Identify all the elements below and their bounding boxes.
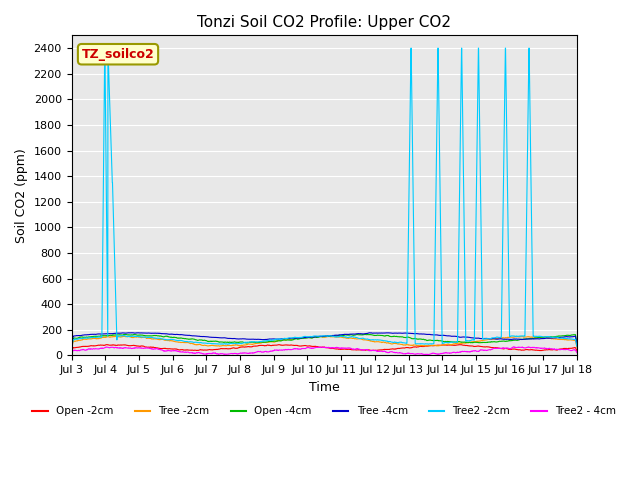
Tree -4cm [156,330,163,336]
Open -4cm [509,337,516,343]
Tree2 - 4cm [125,345,133,351]
Open -2cm [262,343,269,348]
Tree -2cm [284,336,291,342]
Tree2 - 4cm [284,347,291,352]
Line: Open -2cm: Open -2cm [72,345,577,351]
Tree2 -2cm [262,338,269,344]
Tree -4cm [284,336,291,341]
Open -2cm [573,348,581,354]
Tree -4cm [262,336,269,342]
Open -2cm [103,342,111,348]
Tree2 -2cm [509,333,516,338]
Tree2 -2cm [573,344,581,349]
Tree2 -2cm [563,336,571,342]
Line: Tree -4cm: Tree -4cm [72,333,577,346]
Tree -2cm [316,333,323,339]
Title: Tonzi Soil CO2 Profile: Upper CO2: Tonzi Soil CO2 Profile: Upper CO2 [197,15,451,30]
Line: Tree2 - 4cm: Tree2 - 4cm [72,347,577,355]
Open -4cm [573,341,581,347]
Tree2 - 4cm [68,350,76,356]
Tree -2cm [68,346,76,351]
Open -4cm [122,332,129,337]
Tree -4cm [68,343,76,348]
Tree -2cm [125,334,133,339]
Tree2 - 4cm [262,348,269,354]
Line: Tree2 -2cm: Tree2 -2cm [72,48,577,348]
Open -4cm [68,344,76,350]
Tree2 - 4cm [510,344,518,350]
Tree2 - 4cm [509,344,516,350]
Tree2 -2cm [156,336,163,341]
Open -2cm [125,343,133,348]
Tree2 -2cm [125,334,133,339]
Open -4cm [563,332,571,338]
Open -2cm [156,346,163,351]
Open -2cm [509,346,516,352]
Tree2 -2cm [101,45,109,51]
Text: TZ_soilco2: TZ_soilco2 [82,48,154,61]
Tree -2cm [509,334,516,340]
Tree2 - 4cm [573,350,581,356]
Y-axis label: Soil CO2 (ppm): Soil CO2 (ppm) [15,148,28,243]
X-axis label: Time: Time [309,381,340,394]
Tree -4cm [134,330,142,336]
Tree -4cm [509,336,516,342]
Open -2cm [563,346,571,352]
Tree -4cm [573,342,581,348]
Tree -2cm [563,337,571,343]
Open -4cm [284,337,291,343]
Tree -2cm [156,337,163,343]
Tree -4cm [563,334,571,339]
Tree -4cm [125,330,133,336]
Line: Tree -2cm: Tree -2cm [72,336,577,348]
Open -2cm [284,342,291,348]
Open -4cm [156,333,163,339]
Tree -2cm [262,339,269,345]
Tree2 - 4cm [156,347,163,352]
Line: Open -4cm: Open -4cm [72,335,577,347]
Open -4cm [262,339,269,345]
Open -2cm [68,348,76,354]
Legend: Open -2cm, Tree -2cm, Open -4cm, Tree -4cm, Tree2 -2cm, Tree2 - 4cm: Open -2cm, Tree -2cm, Open -4cm, Tree -4… [28,402,620,420]
Open -4cm [125,332,133,338]
Tree2 - 4cm [424,352,432,358]
Tree -2cm [573,345,581,350]
Tree2 - 4cm [564,347,572,352]
Tree2 -2cm [284,336,291,341]
Tree2 -2cm [68,345,76,350]
